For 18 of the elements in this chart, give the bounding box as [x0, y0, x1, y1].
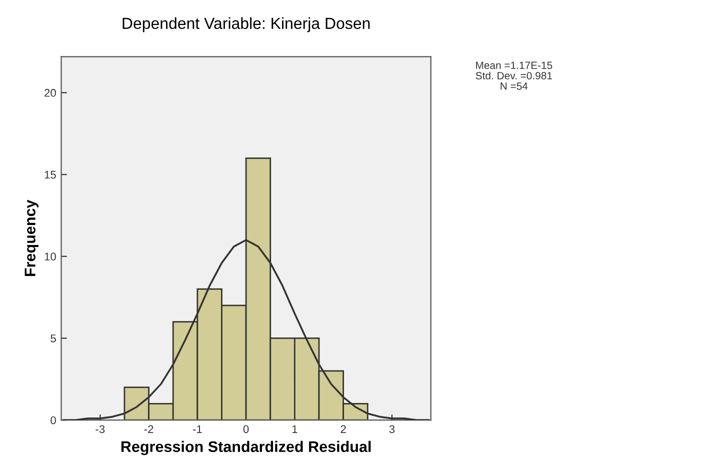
text: Mean =1.17E-15	[476, 62, 552, 70]
y-tick-label: 15	[44, 170, 56, 179]
x-axis-title: Regression Standardized Residual	[121, 440, 371, 456]
y-tick-label: 0	[50, 416, 56, 424]
x-tick-label: 0	[243, 425, 249, 434]
chart-title: Dependent Variable: Kinerja Dosen	[122, 17, 370, 32]
x-tick-label: 1	[292, 425, 298, 433]
text: N =54	[500, 82, 528, 90]
y-tick-label: 5	[50, 334, 56, 342]
y-tick-label: 20	[44, 88, 56, 97]
x-tick-label: -2	[144, 425, 154, 433]
y-tick-label: 10	[44, 252, 56, 261]
x-tick-label: -3	[96, 425, 105, 434]
x-tick-label: 3	[389, 425, 395, 434]
y-axis-title: Frequency	[24, 200, 38, 276]
x-tick-label: -1	[192, 425, 202, 433]
x-tick-label: 2	[340, 425, 346, 433]
text: Std. Dev. =0.981	[476, 72, 552, 80]
